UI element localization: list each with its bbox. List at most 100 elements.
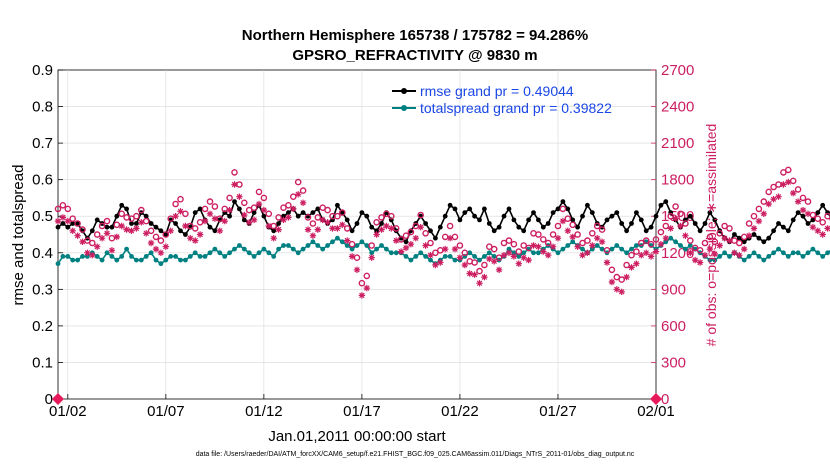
possible-point [373, 218, 380, 226]
possible-point [451, 233, 459, 241]
totalspread-point [300, 246, 306, 252]
possible-point [422, 229, 429, 237]
possible-point [760, 198, 768, 205]
totalspread-point [442, 254, 448, 259]
legend-rmse-label: rmse grand pr = 0.49044 [420, 83, 574, 99]
totalspread-point [212, 246, 218, 252]
rmse-point [614, 210, 620, 216]
possible-point [133, 212, 140, 220]
assimilated-point [216, 227, 223, 234]
assimilated-point [765, 200, 772, 208]
possible-point [647, 240, 655, 248]
possible-point [231, 169, 238, 176]
possible-point [162, 231, 170, 238]
possible-point [799, 194, 807, 202]
possible-point [613, 273, 621, 281]
assimilated-point [187, 235, 194, 242]
data-file-footer: data file: /Users/raeder/DAI/ATM_forcXX/… [195, 451, 635, 458]
y-axis-label-right: # of obs: o=possible; ∗=assimilated [703, 124, 719, 347]
totalspread-point [75, 257, 80, 263]
assimilated-point [221, 217, 228, 225]
rmse-point [531, 210, 536, 216]
totalspread-point [325, 243, 330, 248]
possible-point [593, 222, 601, 230]
assimilated-point [638, 252, 645, 259]
totalspread-point [781, 250, 786, 256]
left-tick-label: 0.6 [32, 172, 53, 189]
rmse-point [94, 217, 100, 223]
possible-point [618, 276, 626, 283]
possible-point [54, 205, 62, 213]
assimilated-point [152, 245, 160, 253]
totalspread-point [771, 250, 776, 256]
assimilated-point [446, 235, 454, 242]
possible-point [652, 236, 660, 243]
assimilated-point [157, 249, 165, 256]
assimilated-point [280, 216, 287, 224]
x-tick-label: 01/02 [49, 403, 87, 420]
rmse-point [70, 221, 76, 226]
possible-point [780, 169, 787, 176]
possible-point [603, 246, 611, 254]
assimilated-point [147, 239, 155, 247]
totalspread-point [614, 243, 620, 248]
totalspread-point [619, 246, 625, 252]
possible-point [137, 206, 145, 214]
assimilated-point [515, 260, 522, 267]
left-tick-label: 0.3 [32, 281, 53, 298]
assimilated-point [476, 280, 483, 287]
possible-point [417, 211, 425, 219]
totalspread-point [423, 254, 428, 259]
rmse-point [560, 199, 566, 205]
assimilated-point [775, 193, 782, 200]
totalspread-point [785, 254, 791, 259]
possible-point [789, 177, 797, 185]
rmse-point [589, 210, 595, 216]
possible-point [608, 266, 616, 274]
rmse-point [634, 210, 639, 216]
totalspread-point [403, 254, 409, 259]
totalspread-point [290, 246, 296, 252]
totalspread-point [727, 254, 732, 259]
rmse-point [374, 228, 379, 234]
rmse-point [781, 224, 786, 230]
possible-point [824, 212, 830, 220]
assimilated-point [113, 233, 120, 241]
possible-point [314, 214, 322, 221]
possible-point [667, 212, 675, 220]
possible-point [657, 228, 665, 236]
series-assimilated [54, 178, 830, 299]
assimilated-point [726, 237, 733, 244]
possible-point [427, 239, 434, 247]
possible-point [407, 228, 415, 236]
possible-point [785, 166, 792, 174]
possible-point [461, 249, 469, 257]
totalspread-point [477, 257, 482, 263]
right-tick-label: 0 [661, 391, 669, 408]
totalspread-point [168, 254, 174, 259]
possible-point [250, 204, 258, 211]
assimilated-point [172, 213, 179, 220]
assimilated-point [706, 245, 714, 253]
rmse-point [428, 228, 433, 234]
totalspread-point [707, 257, 713, 263]
assimilated-point [339, 221, 346, 228]
possible-point [559, 205, 567, 213]
totalspread-point [756, 254, 762, 259]
assimilated-point [785, 178, 792, 186]
totalspread-point [158, 261, 164, 267]
chart-title: Northern Hemisphere 165738 / 175782 = 94… [241, 27, 589, 44]
totalspread-point [482, 254, 487, 259]
rmse-point [295, 213, 301, 219]
rmse-point [433, 235, 438, 241]
rmse-point [629, 221, 634, 226]
rmse-point [771, 228, 776, 234]
totalspread-point [511, 250, 517, 256]
totalspread-point [825, 250, 830, 256]
assimilated-point [103, 230, 111, 237]
rmse-point [192, 210, 198, 216]
rmse-point [506, 206, 512, 212]
rmse-point [55, 224, 61, 230]
rmse-point [251, 210, 257, 216]
rmse-point [580, 213, 585, 219]
